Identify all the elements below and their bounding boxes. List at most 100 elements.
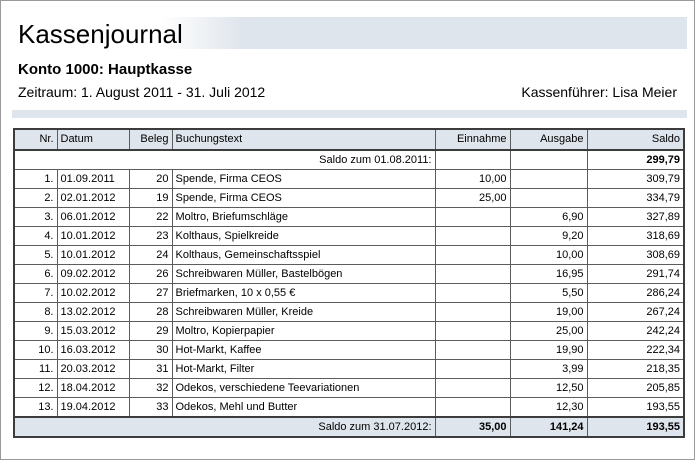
row-beleg: 26 [128, 264, 173, 284]
row-einnahme [434, 226, 511, 246]
row-beleg: 27 [128, 283, 173, 303]
row-beleg: 19 [128, 188, 173, 208]
row-buchungstext: Moltro, Briefumschläge [171, 207, 436, 227]
column-header-datum: Datum [56, 128, 130, 151]
column-header-saldo: Saldo [586, 128, 685, 151]
opening-balance-row: Saldo zum 01.08.2011: 299,79 [13, 149, 685, 170]
row-einnahme [434, 397, 511, 418]
row-saldo: 286,24 [586, 283, 685, 303]
row-datum: 06.01.2012 [56, 207, 130, 227]
row-nr: 4. [13, 226, 58, 246]
row-buchungstext: Hot-Markt, Kaffee [171, 340, 436, 360]
table-row: 11. 20.03.2012 31 Hot-Markt, Filter 3,99 218,… [13, 359, 685, 379]
row-ausgabe: 10,00 [509, 245, 588, 265]
row-ausgabe [509, 169, 588, 189]
row-beleg: 32 [128, 378, 173, 398]
row-buchungstext: Schreibwaren Müller, Bastelbögen [171, 264, 436, 284]
row-buchungstext: Spende, Firma CEOS [171, 169, 436, 189]
row-beleg: 31 [128, 359, 173, 379]
row-saldo: 222,34 [586, 340, 685, 360]
row-saldo: 242,24 [586, 321, 685, 341]
table-row: 8. 13.02.2012 28 Schreibwaren Müller, Kreid… [13, 302, 685, 322]
row-datum: 02.01.2012 [56, 188, 130, 208]
row-beleg: 30 [128, 340, 173, 360]
row-beleg: 22 [128, 207, 173, 227]
table-header-row: Nr. Datum Beleg Buchungstext Einnahme Au… [13, 128, 685, 151]
opening-balance-value: 299,79 [586, 149, 685, 170]
row-beleg: 24 [128, 245, 173, 265]
row-ausgabe: 12,50 [509, 378, 588, 398]
row-ausgabe: 6,90 [509, 207, 588, 227]
separator-bar [12, 110, 687, 118]
row-beleg: 33 [128, 397, 173, 418]
row-buchungstext: Spende, Firma CEOS [171, 188, 436, 208]
opening-ausgabe-cell [509, 149, 588, 170]
total-einnahme: 35,00 [434, 416, 511, 438]
page-title: Kassenjournal [18, 19, 183, 49]
row-datum: 01.09.2011 [56, 169, 130, 189]
closing-balance-label: Saldo zum 31.07.2012: [13, 416, 436, 438]
row-datum: 18.04.2012 [56, 378, 130, 398]
row-nr: 11. [13, 359, 58, 379]
row-nr: 2. [13, 188, 58, 208]
row-saldo: 318,69 [586, 226, 685, 246]
period-label: Zeitraum: 1. August 2011 - 31. Juli 2012 [18, 84, 266, 100]
row-datum: 13.02.2012 [56, 302, 130, 322]
opening-balance-label: Saldo zum 01.08.2011: [13, 149, 436, 170]
opening-einnahme-cell [434, 149, 511, 170]
row-ausgabe: 5,50 [509, 283, 588, 303]
row-buchungstext: Odekos, verschiedene Teevariationen [171, 378, 436, 398]
row-beleg: 29 [128, 321, 173, 341]
row-datum: 15.03.2012 [56, 321, 130, 341]
column-header-beleg: Beleg [128, 128, 173, 151]
row-saldo: 267,24 [586, 302, 685, 322]
table-row: 4. 10.01.2012 23 Kolthaus, Spielkreide 9,20 3… [13, 226, 685, 246]
table-row: 6. 09.02.2012 26 Schreibwaren Müller, Baste… [13, 264, 685, 284]
row-einnahme [434, 245, 511, 265]
row-datum: 19.04.2012 [56, 397, 130, 418]
row-datum: 10.01.2012 [56, 226, 130, 246]
row-buchungstext: Odekos, Mehl und Butter [171, 397, 436, 418]
row-nr: 9. [13, 321, 58, 341]
row-einnahme [434, 340, 511, 360]
table-row: 10. 16.03.2012 30 Hot-Markt, Kaffee 19,90 222… [13, 340, 685, 360]
row-datum: 09.02.2012 [56, 264, 130, 284]
row-nr: 7. [13, 283, 58, 303]
row-nr: 10. [13, 340, 58, 360]
table-row: 1. 01.09.2011 20 Spende, Firma CEOS 10,00 309… [13, 169, 685, 189]
row-ausgabe: 25,00 [509, 321, 588, 341]
row-einnahme [434, 321, 511, 341]
row-einnahme [434, 207, 511, 227]
row-beleg: 23 [128, 226, 173, 246]
row-beleg: 28 [128, 302, 173, 322]
row-nr: 13. [13, 397, 58, 418]
row-datum: 20.03.2012 [56, 359, 130, 379]
row-ausgabe: 12,30 [509, 397, 588, 418]
row-saldo: 327,89 [586, 207, 685, 227]
row-nr: 12. [13, 378, 58, 398]
row-nr: 8. [13, 302, 58, 322]
row-datum: 10.01.2012 [56, 245, 130, 265]
row-saldo: 205,85 [586, 378, 685, 398]
row-saldo: 308,69 [586, 245, 685, 265]
row-saldo: 334,79 [586, 188, 685, 208]
row-saldo: 193,55 [586, 397, 685, 418]
closing-balance-row: Saldo zum 31.07.2012: 35,00 141,24 193,5… [13, 416, 685, 438]
table-row: 5. 10.01.2012 24 Kolthaus, Gemeinschaftsspi… [13, 245, 685, 265]
table-row: 9. 15.03.2012 29 Moltro, Kopierpapier 25,00 2… [13, 321, 685, 341]
table-row: 3. 06.01.2012 22 Moltro, Briefumschläge 6,90… [13, 207, 685, 227]
row-nr: 5. [13, 245, 58, 265]
row-ausgabe [509, 188, 588, 208]
row-einnahme [434, 264, 511, 284]
closing-balance-value: 193,55 [586, 416, 685, 438]
row-buchungstext: Hot-Markt, Filter [171, 359, 436, 379]
row-ausgabe: 19,90 [509, 340, 588, 360]
table-row: 7. 10.02.2012 27 Briefmarken, 10 x 0,55 € 5,… [13, 283, 685, 303]
row-buchungstext: Moltro, Kopierpapier [171, 321, 436, 341]
row-einnahme [434, 378, 511, 398]
row-buchungstext: Briefmarken, 10 x 0,55 € [171, 283, 436, 303]
title-bar [12, 17, 687, 49]
row-saldo: 309,79 [586, 169, 685, 189]
cashier-label: Kassenführer: Lisa Meier [521, 84, 677, 100]
